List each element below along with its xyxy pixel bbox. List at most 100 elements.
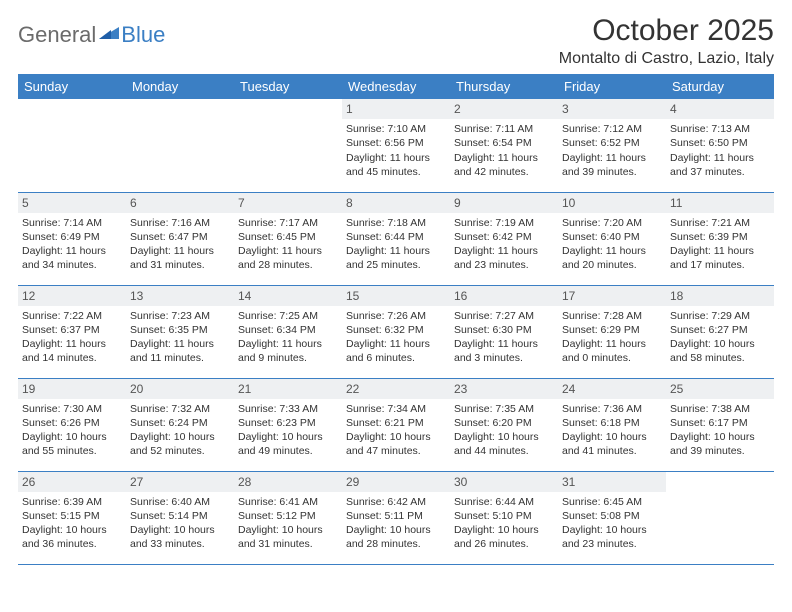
calendar-day-cell: 13Sunrise: 7:23 AMSunset: 6:35 PMDayligh… [126, 285, 234, 378]
daylight-text: Daylight: 11 hours and 37 minutes. [670, 151, 770, 179]
sunrise-text: Sunrise: 7:28 AM [562, 309, 662, 323]
sunset-text: Sunset: 6:54 PM [454, 136, 554, 150]
daylight-text: Daylight: 11 hours and 34 minutes. [22, 244, 122, 272]
calendar-week-row: 1Sunrise: 7:10 AMSunset: 6:56 PMDaylight… [18, 99, 774, 192]
day-number: 2 [450, 99, 558, 119]
day-number: 29 [342, 472, 450, 492]
calendar-day-cell: 27Sunrise: 6:40 AMSunset: 5:14 PMDayligh… [126, 471, 234, 564]
calendar-day-cell [126, 99, 234, 192]
calendar-day-cell: 11Sunrise: 7:21 AMSunset: 6:39 PMDayligh… [666, 192, 774, 285]
sunset-text: Sunset: 6:47 PM [130, 230, 230, 244]
sunrise-text: Sunrise: 7:27 AM [454, 309, 554, 323]
daylight-text: Daylight: 10 hours and 39 minutes. [670, 430, 770, 458]
calendar-day-cell: 8 Sunrise: 7:18 AMSunset: 6:44 PMDaylight… [342, 192, 450, 285]
sunset-text: Sunset: 6:32 PM [346, 323, 446, 337]
calendar-header-row: SundayMondayTuesdayWednesdayThursdayFrid… [18, 74, 774, 99]
sunrise-text: Sunrise: 6:41 AM [238, 495, 338, 509]
daylight-text: Daylight: 10 hours and 31 minutes. [238, 523, 338, 551]
day-number: 30 [450, 472, 558, 492]
weekday-header: Monday [126, 74, 234, 99]
sunset-text: Sunset: 6:44 PM [346, 230, 446, 244]
sunset-text: Sunset: 6:40 PM [562, 230, 662, 244]
daylight-text: Daylight: 11 hours and 25 minutes. [346, 244, 446, 272]
daylight-text: Daylight: 10 hours and 52 minutes. [130, 430, 230, 458]
sunrise-text: Sunrise: 6:42 AM [346, 495, 446, 509]
day-number: 22 [342, 379, 450, 399]
calendar-day-cell: 10Sunrise: 7:20 AMSunset: 6:40 PMDayligh… [558, 192, 666, 285]
daylight-text: Daylight: 11 hours and 28 minutes. [238, 244, 338, 272]
day-number: 6 [126, 193, 234, 213]
sunset-text: Sunset: 6:21 PM [346, 416, 446, 430]
sunrise-text: Sunrise: 7:13 AM [670, 122, 770, 136]
day-number: 14 [234, 286, 342, 306]
daylight-text: Daylight: 10 hours and 23 minutes. [562, 523, 662, 551]
title-block: October 2025 Montalto di Castro, Lazio, … [559, 14, 774, 68]
sunrise-text: Sunrise: 7:18 AM [346, 216, 446, 230]
daylight-text: Daylight: 11 hours and 23 minutes. [454, 244, 554, 272]
sunrise-text: Sunrise: 7:26 AM [346, 309, 446, 323]
sunrise-text: Sunrise: 7:32 AM [130, 402, 230, 416]
logo-text-general: General [18, 22, 96, 48]
day-number: 28 [234, 472, 342, 492]
daylight-text: Daylight: 10 hours and 28 minutes. [346, 523, 446, 551]
day-number: 3 [558, 99, 666, 119]
daylight-text: Daylight: 10 hours and 44 minutes. [454, 430, 554, 458]
weekday-header: Sunday [18, 74, 126, 99]
calendar-day-cell: 19Sunrise: 7:30 AMSunset: 6:26 PMDayligh… [18, 378, 126, 471]
calendar-week-row: 12Sunrise: 7:22 AMSunset: 6:37 PMDayligh… [18, 285, 774, 378]
sunrise-text: Sunrise: 7:34 AM [346, 402, 446, 416]
daylight-text: Daylight: 10 hours and 58 minutes. [670, 337, 770, 365]
calendar-day-cell: 20Sunrise: 7:32 AMSunset: 6:24 PMDayligh… [126, 378, 234, 471]
sunset-text: Sunset: 5:08 PM [562, 509, 662, 523]
calendar-day-cell: 15Sunrise: 7:26 AMSunset: 6:32 PMDayligh… [342, 285, 450, 378]
sunset-text: Sunset: 6:27 PM [670, 323, 770, 337]
daylight-text: Daylight: 10 hours and 33 minutes. [130, 523, 230, 551]
daylight-text: Daylight: 11 hours and 6 minutes. [346, 337, 446, 365]
day-number: 8 [342, 193, 450, 213]
sunrise-text: Sunrise: 7:12 AM [562, 122, 662, 136]
sunset-text: Sunset: 5:11 PM [346, 509, 446, 523]
daylight-text: Daylight: 11 hours and 17 minutes. [670, 244, 770, 272]
daylight-text: Daylight: 11 hours and 31 minutes. [130, 244, 230, 272]
calendar-day-cell: 24Sunrise: 7:36 AMSunset: 6:18 PMDayligh… [558, 378, 666, 471]
calendar-day-cell: 22Sunrise: 7:34 AMSunset: 6:21 PMDayligh… [342, 378, 450, 471]
sunset-text: Sunset: 6:49 PM [22, 230, 122, 244]
daylight-text: Daylight: 11 hours and 0 minutes. [562, 337, 662, 365]
calendar-day-cell [666, 471, 774, 564]
sunset-text: Sunset: 6:56 PM [346, 136, 446, 150]
weekday-header: Thursday [450, 74, 558, 99]
sunrise-text: Sunrise: 7:20 AM [562, 216, 662, 230]
sunrise-text: Sunrise: 7:22 AM [22, 309, 122, 323]
calendar-day-cell: 5Sunrise: 7:14 AMSunset: 6:49 PMDaylight… [18, 192, 126, 285]
sunrise-text: Sunrise: 7:17 AM [238, 216, 338, 230]
sunset-text: Sunset: 6:30 PM [454, 323, 554, 337]
sunset-text: Sunset: 6:18 PM [562, 416, 662, 430]
day-number: 11 [666, 193, 774, 213]
day-number: 24 [558, 379, 666, 399]
sunrise-text: Sunrise: 7:38 AM [670, 402, 770, 416]
daylight-text: Daylight: 11 hours and 9 minutes. [238, 337, 338, 365]
sunset-text: Sunset: 6:26 PM [22, 416, 122, 430]
daylight-text: Daylight: 10 hours and 26 minutes. [454, 523, 554, 551]
calendar-day-cell: 6Sunrise: 7:16 AMSunset: 6:47 PMDaylight… [126, 192, 234, 285]
day-number: 21 [234, 379, 342, 399]
day-number: 19 [18, 379, 126, 399]
day-number: 10 [558, 193, 666, 213]
daylight-text: Daylight: 10 hours and 36 minutes. [22, 523, 122, 551]
sunset-text: Sunset: 6:24 PM [130, 416, 230, 430]
sunset-text: Sunset: 6:50 PM [670, 136, 770, 150]
calendar-day-cell: 18Sunrise: 7:29 AMSunset: 6:27 PMDayligh… [666, 285, 774, 378]
weekday-header: Saturday [666, 74, 774, 99]
logo: General Blue [18, 14, 165, 48]
sunrise-text: Sunrise: 7:33 AM [238, 402, 338, 416]
sunset-text: Sunset: 6:42 PM [454, 230, 554, 244]
daylight-text: Daylight: 11 hours and 11 minutes. [130, 337, 230, 365]
sunset-text: Sunset: 6:17 PM [670, 416, 770, 430]
sunrise-text: Sunrise: 6:39 AM [22, 495, 122, 509]
sunrise-text: Sunrise: 7:10 AM [346, 122, 446, 136]
calendar-day-cell: 2Sunrise: 7:11 AMSunset: 6:54 PMDaylight… [450, 99, 558, 192]
weekday-header: Tuesday [234, 74, 342, 99]
sunrise-text: Sunrise: 7:21 AM [670, 216, 770, 230]
day-number: 13 [126, 286, 234, 306]
day-number: 12 [18, 286, 126, 306]
